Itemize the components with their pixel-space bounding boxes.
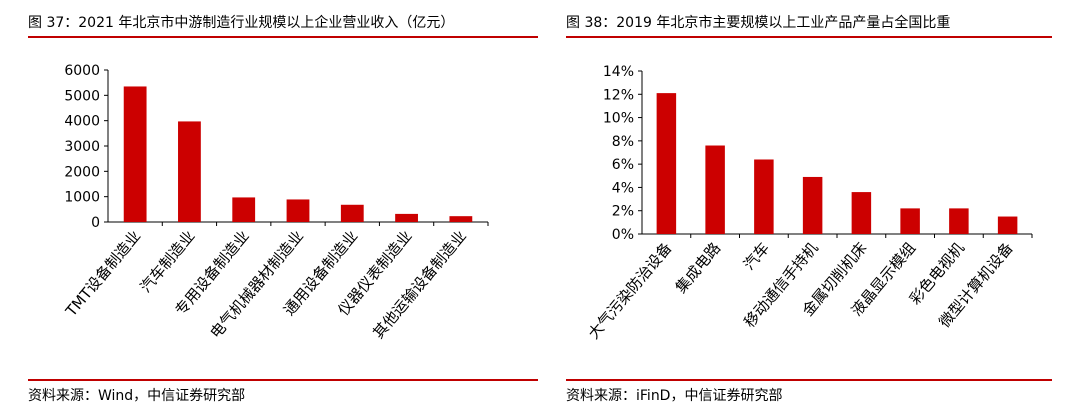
figure-38-y-tick-label: 6% (612, 157, 634, 173)
figure-37-bar-chart: 0100020003000400050006000TMT设备制造业汽车制造业专用… (61, 63, 489, 342)
figure-38-category-label: 集成电路 (672, 239, 724, 297)
figure-37-bottom-rule (28, 379, 538, 381)
figure-37-category-label: 其他运输设备制造业 (369, 227, 470, 342)
figure-38-bar (851, 192, 872, 234)
figure-37-category-label: TMT设备制造业 (61, 227, 144, 321)
figure-38-y-tick-label: 4% (612, 180, 634, 196)
figure-38-y-tick-label: 14% (603, 64, 634, 80)
figure-38-bar (997, 216, 1018, 234)
figure-38-y-tick-label: 2% (612, 204, 634, 220)
figure-38-y-tick-label: 8% (612, 134, 634, 150)
figure-37-y-tick-label: 6000 (64, 63, 100, 79)
figure-37-bar (286, 199, 310, 222)
figure-38-bar (802, 176, 823, 234)
figure-38-y-tick-label: 0% (612, 227, 634, 243)
figure-37-bar (340, 204, 364, 222)
figure-37-source: 资料来源：Wind，中信证券研究部 (28, 388, 246, 404)
figure-37-top-rule (28, 36, 538, 38)
figure-37-y-tick-label: 1000 (64, 190, 100, 206)
figure-37-title: 图 37：2021 年北京市中游制造行业规模以上企业营业收入（亿元） (28, 15, 455, 31)
figure-38-source: 资料来源：iFinD，中信证券研究部 (566, 388, 783, 404)
figure-37-bar (232, 197, 256, 222)
figure-38-bar (754, 159, 774, 234)
figure-38-panel: 图 38：2019 年北京市主要规模以上工业产品产量占全国比重 0% 2% 4% 6%… (566, 0, 1052, 418)
figure-38-bar (900, 208, 920, 234)
figure-38-category-label: 大气污染防治设备 (585, 239, 676, 343)
figure-38-bar (949, 208, 969, 234)
figure-38-y-tick-label: 12% (603, 87, 634, 103)
figure-37-y-tick-label: 5000 (64, 88, 100, 104)
figure-38-top-rule (566, 36, 1052, 38)
figure-37-bar (123, 86, 147, 222)
figure-37-bar (395, 213, 418, 222)
figure-38-bar (656, 93, 677, 234)
figure-38-title: 图 38：2019 年北京市主要规模以上工业产品产量占全国比重 (566, 15, 951, 31)
figure-37-y-tick-label: 2000 (64, 164, 100, 180)
figure-38-category-label: 汽车 (740, 239, 773, 274)
figure-37-bar (178, 121, 201, 222)
figure-37-y-tick-label: 3000 (64, 139, 100, 155)
figure-38-bar (705, 145, 725, 234)
figure-38-bottom-rule (566, 379, 1052, 381)
figure-37-bar (449, 216, 473, 222)
figure-38-y-tick-label: 10% (603, 111, 634, 127)
figure-37-category-label: 电气机械器材制造业 (206, 227, 307, 342)
figure-37-y-tick-label: 0 (91, 215, 100, 231)
figure-37-panel: 图 37：2021 年北京市中游制造行业规模以上企业营业收入（亿元） 0 1000… (28, 0, 538, 418)
figure-37-y-tick-label: 4000 (64, 114, 100, 130)
